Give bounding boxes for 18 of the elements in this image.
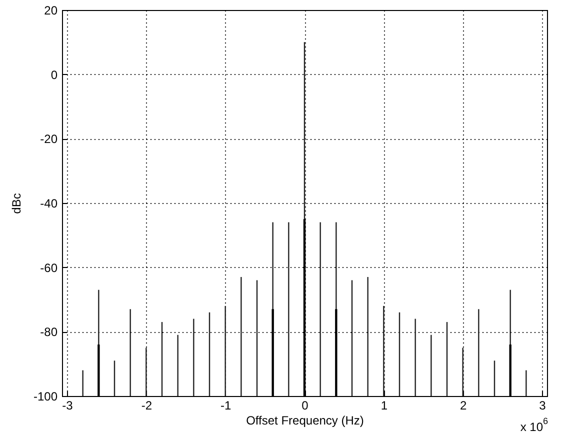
y-tick-label: 20 (44, 4, 58, 18)
bar (509, 344, 512, 396)
x-tick-label: 1 (380, 398, 388, 412)
x-axis-title: Offset Frequency (Hz) (246, 414, 364, 428)
x-tick-label: 0 (302, 398, 309, 412)
bar (98, 344, 100, 396)
y-tick-label: -20 (40, 132, 58, 146)
y-axis-title: dBc (9, 193, 24, 214)
y-tick-label: -100 (33, 390, 58, 404)
x-tick-label: 2 (460, 398, 467, 412)
y-tick-label: 0 (50, 68, 58, 82)
y-tick-label: -40 (40, 196, 58, 210)
x-tick-label: 3 (539, 398, 546, 412)
x-tick-label: -1 (220, 398, 232, 412)
x-tick-label: -3 (62, 398, 74, 412)
y-tick-label: -80 (40, 325, 58, 340)
x-tick-label: -2 (141, 398, 152, 412)
y-tick-label: -60 (40, 260, 58, 275)
